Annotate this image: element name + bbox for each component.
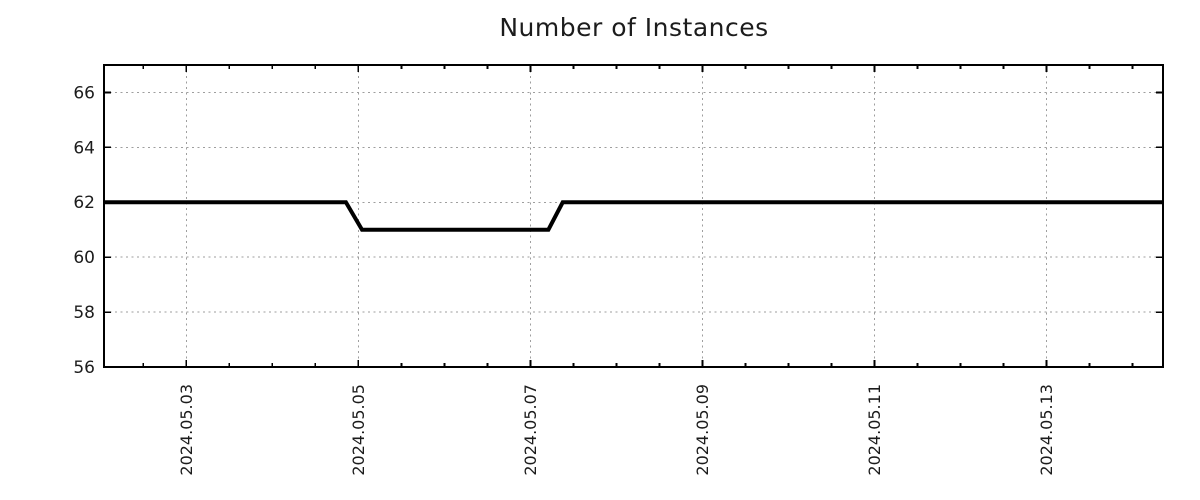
y-tick-label: 56 xyxy=(73,358,95,378)
y-tick-label: 58 xyxy=(73,303,95,323)
x-tick-label: 2024.05.13 xyxy=(1037,384,1056,476)
x-tick-label: 2024.05.09 xyxy=(693,384,712,476)
x-tick-label: 2024.05.11 xyxy=(865,384,884,476)
x-tick-label: 2024.05.05 xyxy=(349,384,368,476)
chart-title: Number of Instances xyxy=(499,13,769,42)
y-tick-label: 64 xyxy=(73,138,95,158)
data-line-instances xyxy=(104,200,1163,232)
y-tick-label: 66 xyxy=(73,83,95,103)
x-tick-label: 2024.05.03 xyxy=(177,384,196,476)
y-tick-label: 62 xyxy=(73,193,95,213)
plot-frame xyxy=(103,64,1164,368)
x-tick-label: 2024.05.07 xyxy=(521,384,540,476)
y-tick-label: 60 xyxy=(73,248,95,268)
